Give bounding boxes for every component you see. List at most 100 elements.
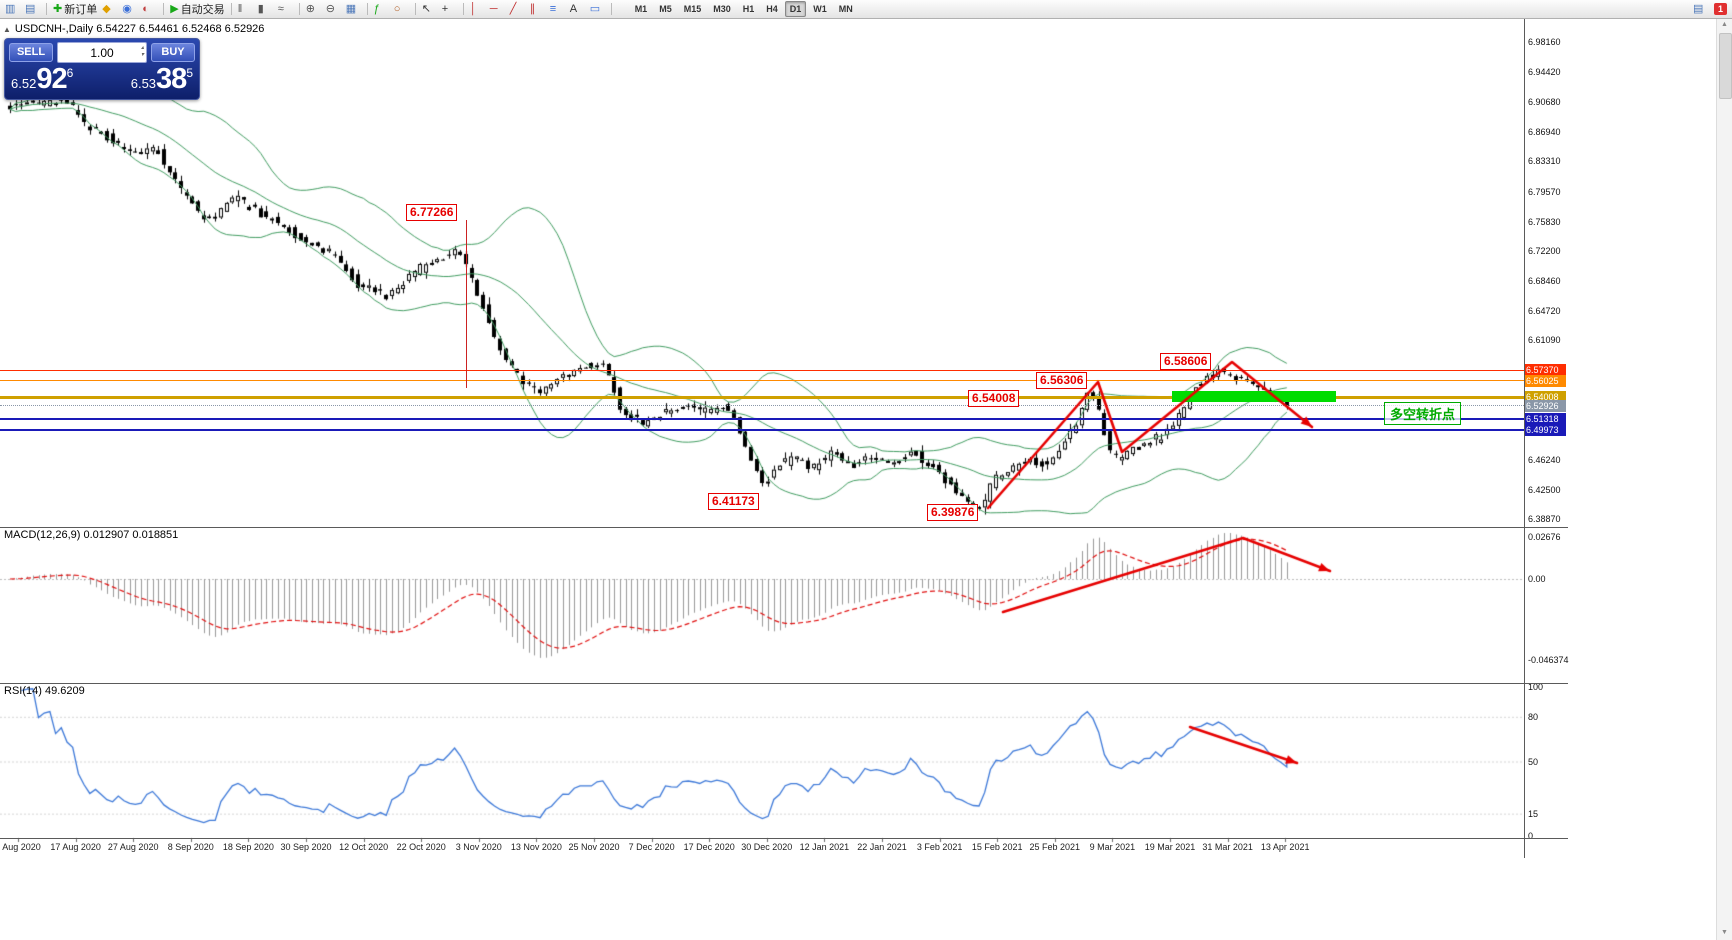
scroll-up-icon[interactable]: ▲ bbox=[1721, 21, 1728, 28]
navigator-icon-glyph: ◉ bbox=[122, 2, 132, 15]
bar-chart-type-icon-glyph: ‖ bbox=[237, 2, 243, 15]
panel-separator-macd[interactable] bbox=[0, 527, 1568, 528]
scroll-down-icon[interactable]: ▼ bbox=[1721, 929, 1728, 936]
zoom-in-icon[interactable]: ⊕ bbox=[304, 2, 323, 17]
chart-windows-icon: ▤ bbox=[1692, 2, 1704, 15]
market-watch-icon[interactable]: ◆ bbox=[100, 2, 119, 17]
text-icon-glyph: A bbox=[569, 2, 578, 15]
text-icon[interactable]: A bbox=[568, 2, 587, 17]
spinner-up-icon[interactable]: ▴ bbox=[140, 45, 144, 51]
sell-button[interactable]: SELL bbox=[9, 43, 53, 62]
periods-icon-glyph: ○ bbox=[393, 2, 401, 15]
candle-chart-type-icon-glyph: ▮ bbox=[257, 2, 264, 15]
toolbar-separator bbox=[462, 3, 464, 15]
line-chart-type-icon-glyph: ≈ bbox=[277, 2, 284, 15]
crosshair-icon-glyph: + bbox=[441, 2, 449, 15]
channel-icon[interactable]: ∥ bbox=[528, 2, 547, 17]
price-scale-separator[interactable] bbox=[1524, 18, 1525, 858]
collapse-icon[interactable]: ▲ bbox=[3, 24, 11, 34]
sell-price-pips: 92 bbox=[36, 63, 67, 95]
market-watch-icon-glyph: ◆ bbox=[102, 2, 111, 15]
charts-grid-icon[interactable]: ▥ bbox=[3, 2, 22, 17]
vertical-line-icon[interactable]: │ bbox=[468, 2, 487, 17]
trade-controls-row: SELL 1.00 ▴ ▾ BUY bbox=[5, 39, 199, 63]
arrows-icon-glyph: ▭ bbox=[589, 2, 601, 15]
chart-header: ▲ USDCNH-,Daily 6.54227 6.54461 6.52468 … bbox=[3, 23, 264, 35]
window-list-icon[interactable]: ▤ bbox=[23, 2, 42, 17]
panel-separator-rsi[interactable] bbox=[0, 683, 1568, 684]
window-list-icon-glyph: ▤ bbox=[25, 2, 36, 15]
spinner-down-icon[interactable]: ▾ bbox=[140, 52, 144, 58]
timeframe-group: M1 M5 M15 M30 H1 H4 D1 W1 MN bbox=[630, 1, 858, 17]
toolbar-separator bbox=[230, 3, 232, 15]
timeframe-d1[interactable]: D1 bbox=[784, 1, 807, 17]
trendline-icon-glyph: ╱ bbox=[509, 2, 517, 15]
scrollbar-thumb[interactable] bbox=[1719, 33, 1732, 99]
sell-price-point: 6 bbox=[66, 66, 74, 80]
tile-windows-icon-glyph: ▦ bbox=[345, 2, 357, 15]
timeframe-m1[interactable]: M1 bbox=[634, 4, 648, 14]
timeframe-m15[interactable]: M15 bbox=[683, 4, 702, 14]
terminal-icon-glyph: ◐ bbox=[142, 2, 149, 15]
candle-chart-type-icon[interactable]: ▮ bbox=[256, 2, 275, 17]
timeframe-h4[interactable]: H4 bbox=[766, 4, 778, 14]
channel-icon-glyph: ∥ bbox=[529, 2, 536, 15]
zoom-out-icon[interactable]: ⊖ bbox=[324, 2, 343, 17]
timeframe-m30[interactable]: M30 bbox=[713, 4, 731, 14]
navigator-icon[interactable]: ◉ bbox=[120, 2, 139, 17]
buy-price-pips: 38 bbox=[156, 63, 187, 95]
autotrading-glyph: ▶ bbox=[170, 2, 179, 15]
buy-price: 6.53 38 5 bbox=[131, 64, 193, 94]
arrows-icon[interactable]: ▭ bbox=[588, 2, 607, 17]
toolbar-separator bbox=[46, 3, 47, 15]
terminal-icon[interactable]: ◐ bbox=[140, 2, 159, 17]
toolbar-separator bbox=[610, 3, 612, 15]
line-chart-type-icon[interactable]: ≈ bbox=[276, 2, 295, 17]
trendline-icon[interactable]: ╱ bbox=[508, 2, 527, 17]
volume-value: 1.00 bbox=[90, 45, 114, 60]
indicators-icon-glyph: ƒ bbox=[373, 2, 380, 15]
tile-windows-icon[interactable]: ▦ bbox=[344, 2, 363, 17]
timeframe-w1[interactable]: W1 bbox=[813, 4, 827, 14]
chart-windows-icon[interactable]: ▤ bbox=[1691, 2, 1710, 17]
timeframe-m5[interactable]: M5 bbox=[659, 4, 672, 14]
sell-price-big: 6.52 bbox=[11, 76, 37, 91]
volume-stepper[interactable]: ▴ ▾ bbox=[141, 45, 144, 59]
cursor-icon[interactable]: ↖ bbox=[420, 2, 439, 17]
zoom-out-icon-glyph: ⊖ bbox=[325, 2, 335, 15]
vertical-scrollbar[interactable]: ▲ ▼ bbox=[1716, 18, 1732, 940]
zoom-in-icon-glyph: ⊕ bbox=[305, 2, 315, 15]
timeframe-h1[interactable]: H1 bbox=[742, 4, 755, 14]
buy-price-point: 5 bbox=[186, 66, 193, 80]
sell-price: 6.52 92 6 bbox=[11, 64, 73, 94]
autotrading-button-label: 自动交易 bbox=[180, 4, 225, 16]
buy-button[interactable]: BUY bbox=[151, 43, 195, 62]
indicators-icon[interactable]: ƒ bbox=[372, 2, 391, 17]
symbol-ohlc-text: USDCNH-,Daily 6.54227 6.54461 6.52468 6.… bbox=[14, 23, 265, 35]
new-order-button-label: 新订单 bbox=[64, 4, 98, 16]
notification-badge[interactable]: 1 bbox=[1713, 3, 1727, 15]
new-order-button[interactable]: ✚ 新订单 bbox=[51, 2, 99, 17]
autotrading-button[interactable]: ▶ 自动交易 bbox=[168, 2, 226, 17]
fibonacci-icon[interactable]: ≡ bbox=[548, 2, 567, 17]
volume-input[interactable]: 1.00 ▴ ▾ bbox=[57, 42, 147, 63]
cursor-icon-glyph: ↖ bbox=[421, 2, 431, 15]
bid-ask-prices: 6.52 92 6 6.53 38 5 bbox=[5, 64, 199, 94]
rsi-indicator-label: RSI(14) 49.6209 bbox=[4, 685, 85, 697]
toolbar-right: ▤ 1 bbox=[1691, 2, 1729, 17]
new-order-glyph: ✚ bbox=[53, 2, 63, 15]
date-axis-separator bbox=[0, 838, 1568, 839]
crosshair-icon[interactable]: + bbox=[440, 2, 459, 17]
periods-icon[interactable]: ○ bbox=[392, 2, 411, 17]
toolbar: ▥ ▤ ✚ 新订单 ◆ ◉ ◐ ▶ 自动交易 ‖ ▮ ≈ ⊕ ⊖ ▦ ƒ ○ ↖ + │ ─ ╱ ∥ ≡ A ▭ M1 M5 M15 M3… bbox=[0, 0, 1732, 19]
horizontal-line-icon[interactable]: ─ bbox=[488, 2, 507, 17]
timeframe-mn[interactable]: MN bbox=[838, 4, 853, 14]
toolbar-separator bbox=[414, 3, 416, 15]
toolbar-separator bbox=[298, 3, 300, 15]
toolbar-separator bbox=[163, 3, 165, 15]
bar-chart-type-icon[interactable]: ‖ bbox=[236, 2, 255, 17]
macd-indicator-label: MACD(12,26,9) 0.012907 0.018851 bbox=[4, 529, 179, 541]
charts-grid-icon-glyph: ▥ bbox=[5, 2, 16, 15]
